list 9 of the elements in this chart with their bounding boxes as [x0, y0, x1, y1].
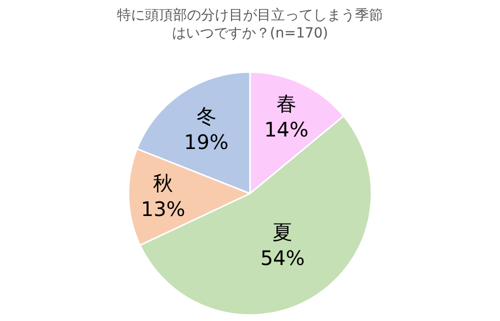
data-label: 14% — [264, 117, 309, 142]
slice-label: 冬 — [196, 104, 216, 128]
data-label: 13% — [140, 197, 186, 222]
data-label: 54% — [260, 246, 305, 270]
chart-title: 特に頭頂部の分け目が目立ってしまう季節はいつですか？(n=170) — [117, 7, 383, 42]
slice-label: 秋 — [153, 171, 174, 196]
slice-label: 春 — [276, 91, 296, 116]
slice-label: 夏 — [272, 220, 293, 244]
data-label: 19% — [184, 130, 229, 154]
